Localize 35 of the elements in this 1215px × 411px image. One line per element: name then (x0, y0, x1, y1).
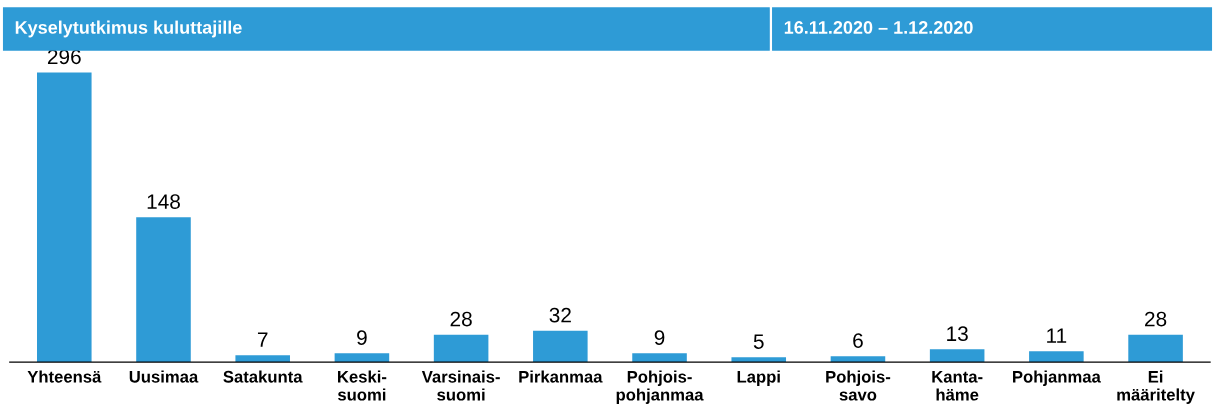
x-tick-label: Pirkanmaa (519, 370, 603, 383)
x-tick-label: Varsinais- suomi (421, 370, 500, 401)
x-tick-label: Pohjanmaa (1013, 370, 1101, 386)
data-label: 148 (147, 194, 180, 209)
data-label: 28 (1145, 311, 1167, 327)
x-tick-label: Kanta- häme (932, 371, 983, 401)
bar (1128, 334, 1183, 363)
bar (533, 330, 588, 363)
bar (929, 349, 985, 363)
data-label: 296 (47, 49, 81, 65)
data-label: 7 (257, 332, 268, 347)
data-label: 13 (947, 326, 968, 342)
x-tick-label: Yhteensä (27, 370, 102, 383)
data-label: 6 (853, 333, 863, 348)
bar (136, 217, 191, 363)
data-label: 9 (357, 330, 367, 345)
data-label: 11 (1047, 328, 1067, 343)
data-label: 9 (654, 330, 665, 345)
data-label: 5 (753, 334, 764, 349)
data-label: 28 (450, 311, 472, 327)
bar (632, 353, 687, 363)
bar (433, 334, 489, 363)
x-tick-label: Satakunta (223, 370, 303, 383)
bar (334, 353, 390, 363)
bar (1029, 351, 1084, 363)
x-tick-label: Pohjois- pohjanmaa (616, 370, 704, 404)
data-label: 32 (549, 307, 571, 323)
chart-title: Kyselytutkimus kuluttajille (15, 20, 242, 38)
bar (37, 72, 92, 363)
chart-subtitle: 16.11.2020 – 1.12.2020 (784, 21, 973, 34)
x-tick-label: Ei määritelty (1117, 370, 1195, 404)
x-tick-label: Uusimaa (129, 370, 199, 383)
x-tick-label: Keski- suomi (337, 370, 387, 401)
x-tick-label: Pohjois- savo (826, 370, 891, 401)
x-tick-label: Lappi (737, 370, 780, 386)
